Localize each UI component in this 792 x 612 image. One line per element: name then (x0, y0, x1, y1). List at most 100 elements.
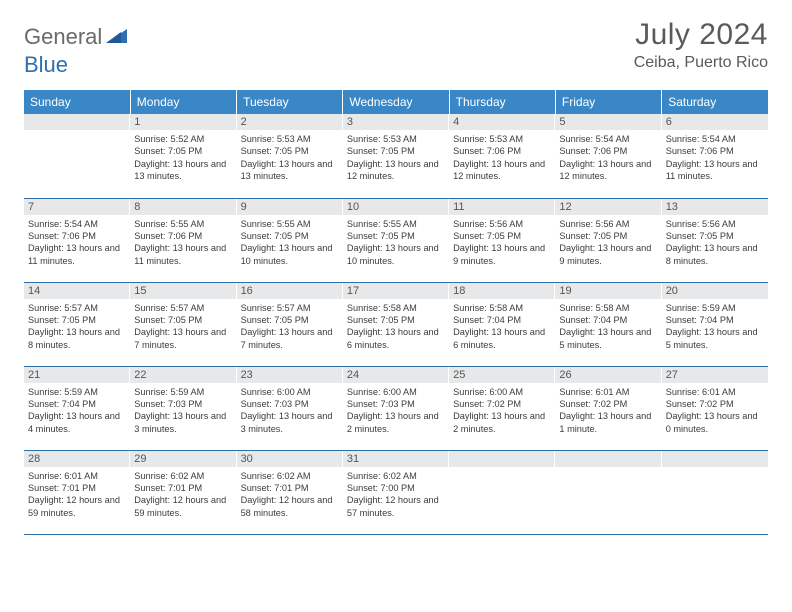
day-data: Sunrise: 5:52 AMSunset: 7:05 PMDaylight:… (130, 130, 236, 187)
day-number: 16 (237, 283, 343, 299)
day-number: 28 (24, 451, 130, 467)
day-data: Sunrise: 6:01 AMSunset: 7:02 PMDaylight:… (662, 383, 768, 440)
calendar-row: 28Sunrise: 6:01 AMSunset: 7:01 PMDayligh… (24, 450, 768, 534)
calendar-cell: 17Sunrise: 5:58 AMSunset: 7:05 PMDayligh… (343, 282, 449, 366)
calendar-cell: 14Sunrise: 5:57 AMSunset: 7:05 PMDayligh… (24, 282, 130, 366)
weekday-header: Saturday (662, 90, 768, 114)
calendar-cell: 16Sunrise: 5:57 AMSunset: 7:05 PMDayligh… (237, 282, 343, 366)
day-number: 14 (24, 283, 130, 299)
day-number (662, 451, 768, 467)
calendar-cell: 21Sunrise: 5:59 AMSunset: 7:04 PMDayligh… (24, 366, 130, 450)
month-title: July 2024 (634, 18, 768, 52)
day-number: 17 (343, 283, 449, 299)
day-data: Sunrise: 6:02 AMSunset: 7:01 PMDaylight:… (237, 467, 343, 524)
weekday-header: Tuesday (237, 90, 343, 114)
calendar-cell (449, 450, 555, 534)
day-data: Sunrise: 6:02 AMSunset: 7:00 PMDaylight:… (343, 467, 449, 524)
calendar-cell (662, 450, 768, 534)
day-data: Sunrise: 6:00 AMSunset: 7:03 PMDaylight:… (237, 383, 343, 440)
day-data: Sunrise: 5:59 AMSunset: 7:04 PMDaylight:… (662, 299, 768, 356)
calendar-table: SundayMondayTuesdayWednesdayThursdayFrid… (24, 90, 768, 535)
calendar-cell: 25Sunrise: 6:00 AMSunset: 7:02 PMDayligh… (449, 366, 555, 450)
calendar-cell: 31Sunrise: 6:02 AMSunset: 7:00 PMDayligh… (343, 450, 449, 534)
day-number: 19 (555, 283, 661, 299)
day-data: Sunrise: 6:00 AMSunset: 7:02 PMDaylight:… (449, 383, 555, 440)
day-number: 12 (555, 199, 661, 215)
day-data (555, 467, 661, 474)
day-number: 11 (449, 199, 555, 215)
calendar-row: 7Sunrise: 5:54 AMSunset: 7:06 PMDaylight… (24, 198, 768, 282)
day-data: Sunrise: 6:02 AMSunset: 7:01 PMDaylight:… (130, 467, 236, 524)
day-number: 1 (130, 114, 236, 130)
day-data: Sunrise: 5:54 AMSunset: 7:06 PMDaylight:… (24, 215, 130, 272)
day-data: Sunrise: 5:56 AMSunset: 7:05 PMDaylight:… (662, 215, 768, 272)
day-data: Sunrise: 5:55 AMSunset: 7:05 PMDaylight:… (237, 215, 343, 272)
day-number: 22 (130, 367, 236, 383)
day-number: 5 (555, 114, 661, 130)
day-data: Sunrise: 5:56 AMSunset: 7:05 PMDaylight:… (555, 215, 661, 272)
weekday-header: Sunday (24, 90, 130, 114)
calendar-cell (555, 450, 661, 534)
day-number: 31 (343, 451, 449, 467)
day-data: Sunrise: 5:54 AMSunset: 7:06 PMDaylight:… (662, 130, 768, 187)
day-number (24, 114, 130, 130)
calendar-cell: 20Sunrise: 5:59 AMSunset: 7:04 PMDayligh… (662, 282, 768, 366)
weekday-header: Monday (130, 90, 236, 114)
weekday-header-row: SundayMondayTuesdayWednesdayThursdayFrid… (24, 90, 768, 114)
day-data: Sunrise: 5:53 AMSunset: 7:05 PMDaylight:… (343, 130, 449, 187)
day-data: Sunrise: 5:55 AMSunset: 7:05 PMDaylight:… (343, 215, 449, 272)
day-data: Sunrise: 5:56 AMSunset: 7:05 PMDaylight:… (449, 215, 555, 272)
day-number: 7 (24, 199, 130, 215)
calendar-cell: 23Sunrise: 6:00 AMSunset: 7:03 PMDayligh… (237, 366, 343, 450)
calendar-cell: 10Sunrise: 5:55 AMSunset: 7:05 PMDayligh… (343, 198, 449, 282)
day-data: Sunrise: 5:58 AMSunset: 7:04 PMDaylight:… (449, 299, 555, 356)
day-data (24, 130, 130, 137)
day-data: Sunrise: 5:57 AMSunset: 7:05 PMDaylight:… (237, 299, 343, 356)
weekday-header: Friday (555, 90, 661, 114)
calendar-cell: 11Sunrise: 5:56 AMSunset: 7:05 PMDayligh… (449, 198, 555, 282)
day-data: Sunrise: 5:53 AMSunset: 7:06 PMDaylight:… (449, 130, 555, 187)
brand-logo: General (24, 18, 130, 50)
day-data: Sunrise: 5:54 AMSunset: 7:06 PMDaylight:… (555, 130, 661, 187)
brand-triangle-icon (106, 24, 128, 50)
day-number: 20 (662, 283, 768, 299)
calendar-cell: 6Sunrise: 5:54 AMSunset: 7:06 PMDaylight… (662, 114, 768, 198)
day-number: 13 (662, 199, 768, 215)
day-number: 21 (24, 367, 130, 383)
day-number: 9 (237, 199, 343, 215)
day-number (555, 451, 661, 467)
day-number: 30 (237, 451, 343, 467)
day-number: 6 (662, 114, 768, 130)
calendar-cell: 3Sunrise: 5:53 AMSunset: 7:05 PMDaylight… (343, 114, 449, 198)
calendar-cell: 18Sunrise: 5:58 AMSunset: 7:04 PMDayligh… (449, 282, 555, 366)
day-data: Sunrise: 5:57 AMSunset: 7:05 PMDaylight:… (130, 299, 236, 356)
calendar-cell: 15Sunrise: 5:57 AMSunset: 7:05 PMDayligh… (130, 282, 236, 366)
calendar-cell: 28Sunrise: 6:01 AMSunset: 7:01 PMDayligh… (24, 450, 130, 534)
weekday-header: Thursday (449, 90, 555, 114)
day-data: Sunrise: 6:00 AMSunset: 7:03 PMDaylight:… (343, 383, 449, 440)
day-data: Sunrise: 6:01 AMSunset: 7:01 PMDaylight:… (24, 467, 130, 524)
calendar-cell (24, 114, 130, 198)
calendar-cell: 19Sunrise: 5:58 AMSunset: 7:04 PMDayligh… (555, 282, 661, 366)
calendar-cell: 7Sunrise: 5:54 AMSunset: 7:06 PMDaylight… (24, 198, 130, 282)
calendar-cell: 27Sunrise: 6:01 AMSunset: 7:02 PMDayligh… (662, 366, 768, 450)
calendar-body: 1Sunrise: 5:52 AMSunset: 7:05 PMDaylight… (24, 114, 768, 534)
calendar-cell: 8Sunrise: 5:55 AMSunset: 7:06 PMDaylight… (130, 198, 236, 282)
calendar-cell: 30Sunrise: 6:02 AMSunset: 7:01 PMDayligh… (237, 450, 343, 534)
calendar-cell: 4Sunrise: 5:53 AMSunset: 7:06 PMDaylight… (449, 114, 555, 198)
weekday-header: Wednesday (343, 90, 449, 114)
day-number: 23 (237, 367, 343, 383)
calendar-cell: 1Sunrise: 5:52 AMSunset: 7:05 PMDaylight… (130, 114, 236, 198)
day-number: 29 (130, 451, 236, 467)
day-data (449, 467, 555, 474)
day-number: 27 (662, 367, 768, 383)
day-number: 15 (130, 283, 236, 299)
calendar-cell: 26Sunrise: 6:01 AMSunset: 7:02 PMDayligh… (555, 366, 661, 450)
calendar-cell: 12Sunrise: 5:56 AMSunset: 7:05 PMDayligh… (555, 198, 661, 282)
calendar-row: 14Sunrise: 5:57 AMSunset: 7:05 PMDayligh… (24, 282, 768, 366)
day-number: 25 (449, 367, 555, 383)
day-data: Sunrise: 6:01 AMSunset: 7:02 PMDaylight:… (555, 383, 661, 440)
brand-word2: Blue (24, 52, 768, 78)
day-data: Sunrise: 5:59 AMSunset: 7:03 PMDaylight:… (130, 383, 236, 440)
day-number: 2 (237, 114, 343, 130)
